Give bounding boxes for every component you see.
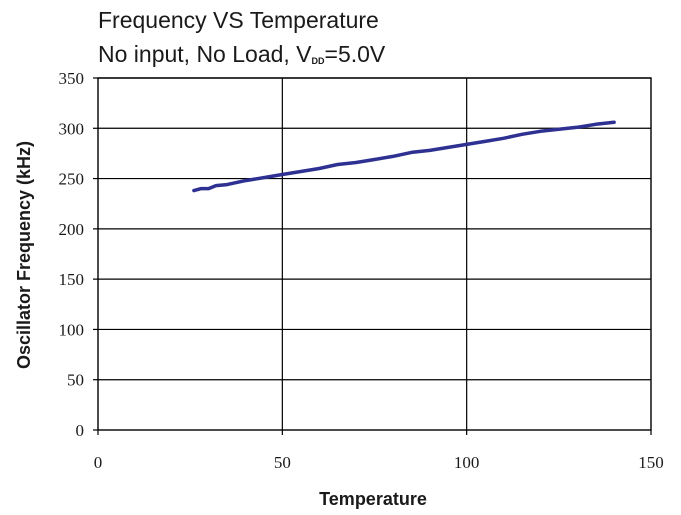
chart-subtitle-prefix: No input, No Load, V: [98, 41, 312, 67]
y-tick-label: 150: [59, 270, 85, 289]
series-line: [192, 120, 616, 193]
x-tick-label: 50: [274, 453, 291, 472]
tick-layer: 0 50 100 150 200 250 300 350 0 50 100 150: [59, 69, 664, 472]
y-tick-label: 100: [59, 320, 85, 339]
chart-subtitle-suffix: =5.0V: [324, 41, 386, 67]
grid-layer: [98, 77, 651, 430]
axis-layer: [97, 77, 652, 431]
y-tick-label: 250: [59, 170, 85, 189]
y-axis-title: Oscillator Frequency (kHz): [14, 141, 34, 369]
chart-subtitle-subscript: DD: [311, 56, 325, 66]
x-axis-title: Temperature: [319, 489, 427, 509]
series-layer: [192, 120, 616, 193]
y-tick-label: 200: [59, 220, 85, 239]
x-tick-label: 100: [454, 453, 480, 472]
plot-frame: [97, 77, 652, 431]
y-tick-label: 350: [59, 69, 85, 88]
y-tick-label: 50: [67, 371, 84, 390]
chart-subtitle: No input, No Load, VDD=5.0V: [98, 40, 385, 76]
x-tick-label: 150: [638, 453, 664, 472]
x-tick-label: 0: [94, 453, 103, 472]
y-tick-label: 0: [76, 421, 85, 440]
y-tick-label: 300: [59, 119, 85, 138]
chart-title: Frequency VS Temperature: [98, 7, 379, 33]
